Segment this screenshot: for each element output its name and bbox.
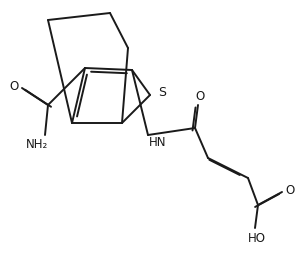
Text: O: O bbox=[195, 90, 205, 103]
Text: HO: HO bbox=[248, 231, 266, 245]
Text: S: S bbox=[158, 87, 166, 100]
Text: HN: HN bbox=[149, 136, 167, 150]
Text: NH₂: NH₂ bbox=[26, 138, 48, 151]
Text: O: O bbox=[9, 81, 19, 93]
Text: O: O bbox=[285, 183, 295, 197]
